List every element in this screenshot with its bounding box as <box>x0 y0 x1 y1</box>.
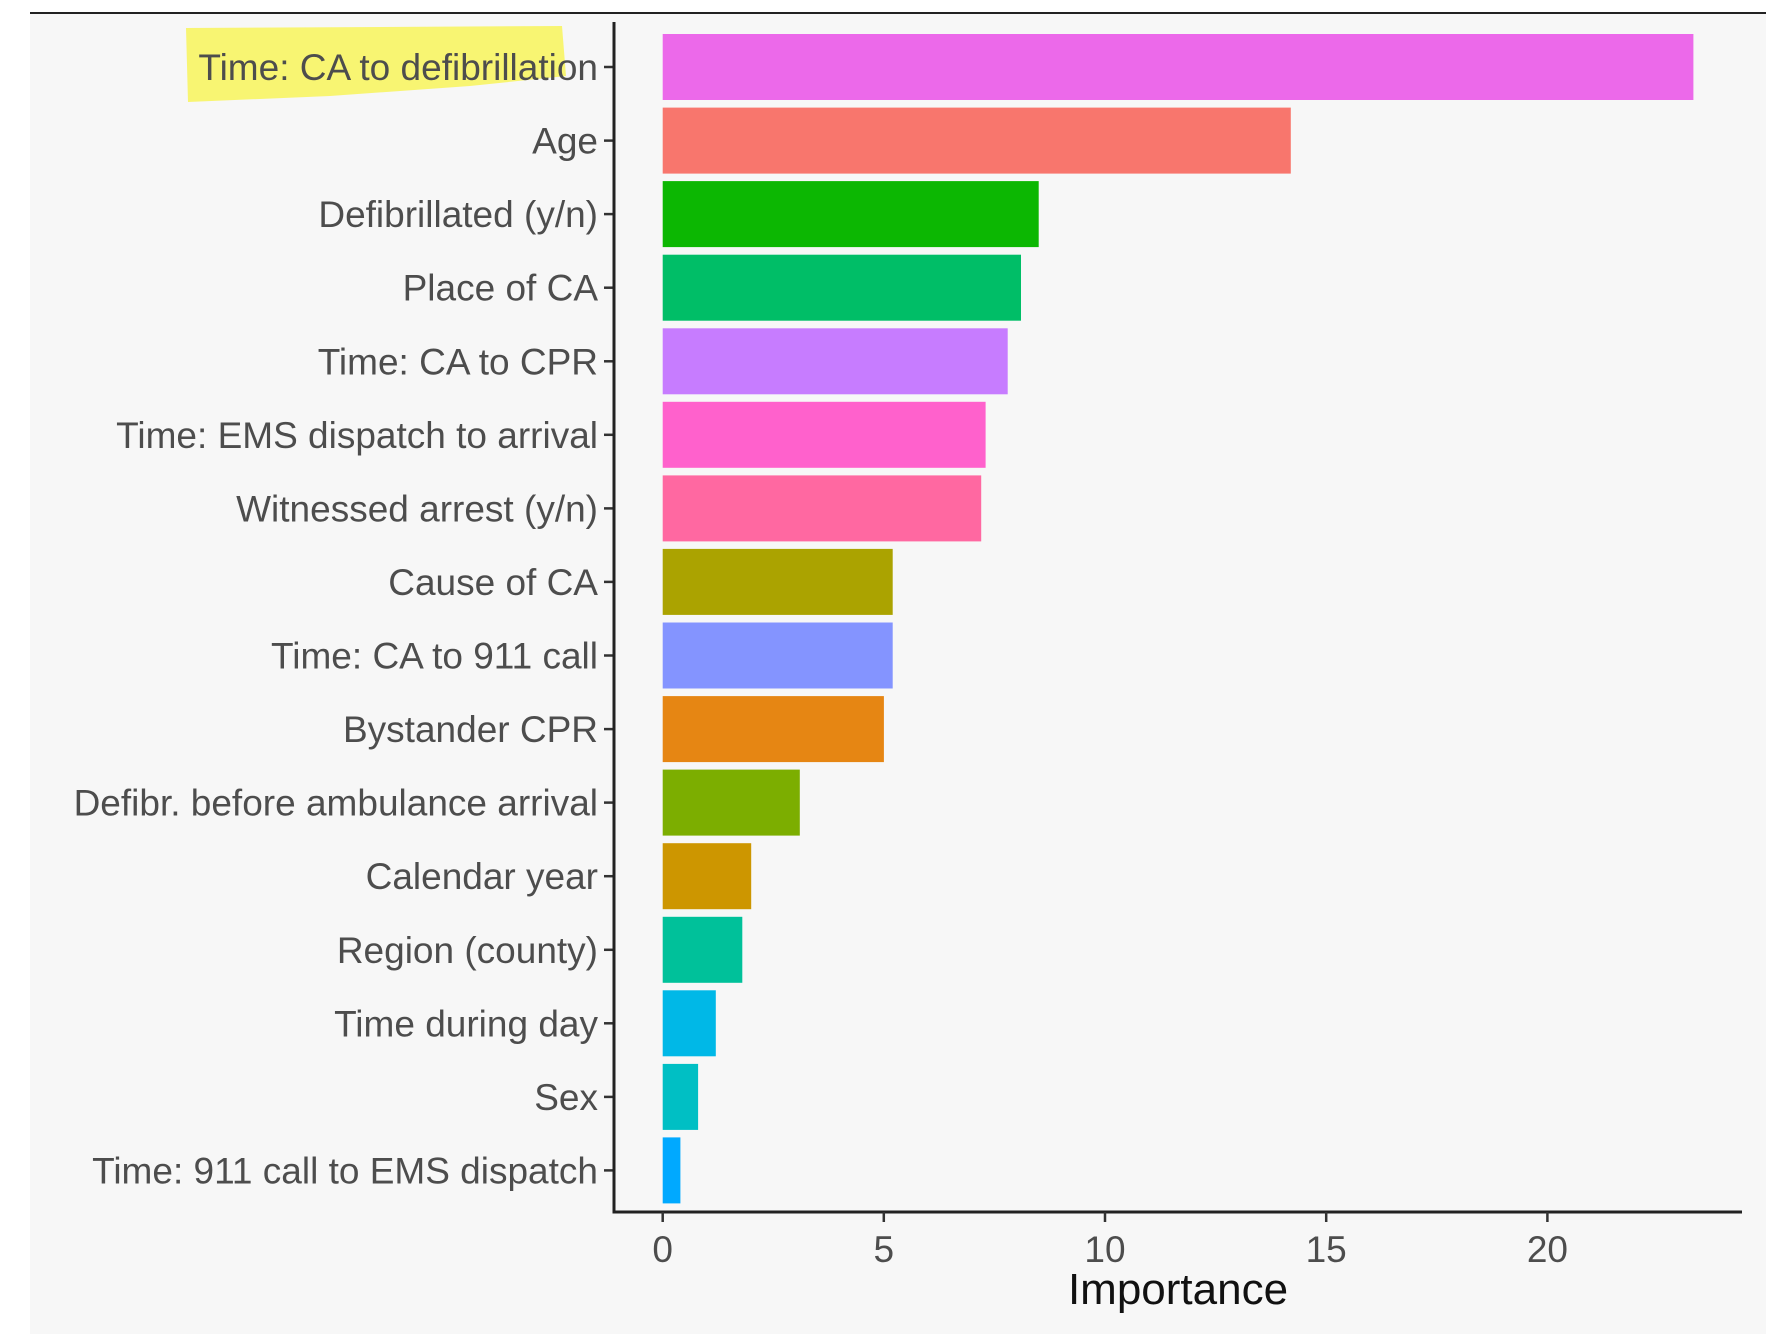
x-axis-title: Importance <box>1068 1265 1288 1314</box>
y-tick-label: Time during day <box>334 1003 598 1044</box>
y-tick-label: Time: EMS dispatch to arrival <box>116 415 598 456</box>
y-tick-label: Defibr. before ambulance arrival <box>74 783 598 824</box>
x-tick-label: 20 <box>1527 1229 1568 1270</box>
bar <box>662 622 893 689</box>
bar <box>662 328 1008 395</box>
bar <box>662 181 1039 248</box>
y-tick-label: Place of CA <box>403 268 599 309</box>
axis-layer <box>604 22 1742 1222</box>
bar <box>662 548 893 615</box>
bar <box>662 401 986 468</box>
x-tick-label: 15 <box>1306 1229 1347 1270</box>
bar <box>662 475 982 542</box>
bars-layer <box>662 34 1694 1204</box>
x-tick-label: 10 <box>1084 1229 1125 1270</box>
bar <box>662 254 1021 321</box>
y-tick-label: Witnessed arrest (y/n) <box>236 488 598 529</box>
bar <box>662 990 716 1057</box>
y-tick-label: Bystander CPR <box>343 709 598 750</box>
labels-layer: Time: CA to defibrillation Age Defibrillat… <box>74 47 1568 1270</box>
y-tick-label: Calendar year <box>366 856 598 897</box>
y-tick-label: Cause of CA <box>388 562 598 603</box>
y-tick-label: Defibrillated (y/n) <box>318 194 598 235</box>
y-tick-label: Time: CA to CPR <box>318 341 598 382</box>
y-tick-label: Time: CA to 911 call <box>271 636 598 677</box>
y-tick-label: Sex <box>534 1077 598 1118</box>
bar <box>662 843 752 910</box>
bar <box>662 107 1291 174</box>
y-tick-label: Region (county) <box>337 930 598 971</box>
bar <box>662 916 743 983</box>
x-tick-label: 0 <box>652 1229 673 1270</box>
label-highlight-mark <box>186 26 566 102</box>
top-border-line <box>30 12 1766 14</box>
bar <box>662 696 884 763</box>
y-tick-label: Time: CA to defibrillation <box>198 47 598 88</box>
bar <box>662 769 800 836</box>
bar <box>662 1063 699 1130</box>
x-tick-label: 5 <box>874 1229 895 1270</box>
y-tick-label: Time: 911 call to EMS dispatch <box>92 1150 598 1191</box>
highlight-layer <box>186 26 566 102</box>
bar <box>662 34 1694 100</box>
y-tick-label: Age <box>532 121 598 162</box>
bar <box>662 1137 681 1204</box>
